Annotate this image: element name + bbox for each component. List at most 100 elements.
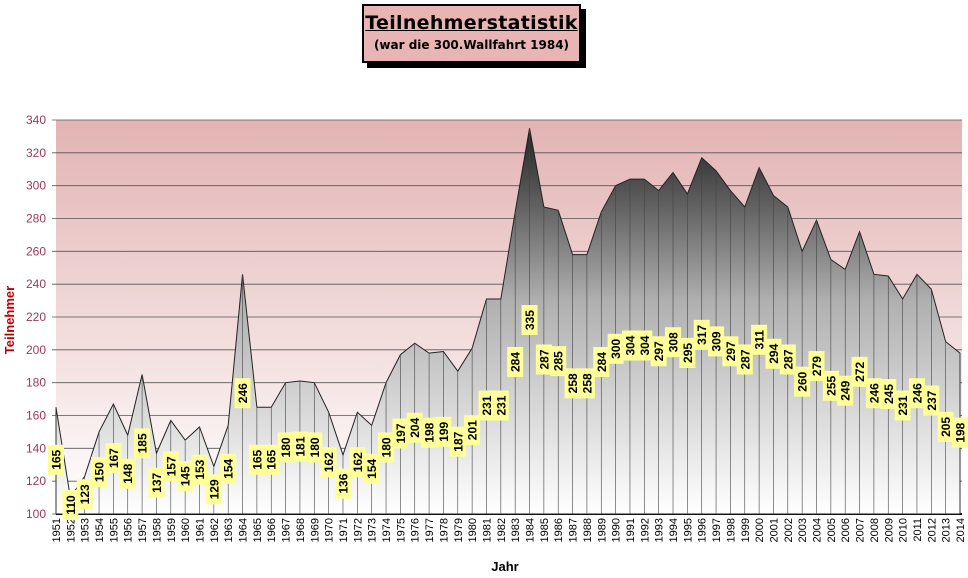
data-label-text: 198 xyxy=(954,422,968,442)
data-label-background xyxy=(119,458,136,489)
data-label-text: 246 xyxy=(910,383,924,403)
data-label: 204 xyxy=(406,412,423,443)
data-label-text: 181 xyxy=(293,436,307,456)
data-label-background xyxy=(880,379,897,410)
x-tick-label: 1960 xyxy=(180,518,192,542)
data-label: 304 xyxy=(621,330,638,361)
data-label-text: 246 xyxy=(236,383,250,403)
data-label-text: 197 xyxy=(394,423,408,443)
x-tick-label: 1962 xyxy=(209,518,221,542)
data-label-background xyxy=(578,368,595,399)
x-tick-label: 2006 xyxy=(840,518,852,542)
data-label: 201 xyxy=(464,415,481,446)
data-label-text: 145 xyxy=(179,466,193,486)
x-tick-label: 1970 xyxy=(324,518,336,542)
data-label-background xyxy=(76,479,93,510)
x-tick-label: 2010 xyxy=(898,518,910,542)
x-tick-label: 1957 xyxy=(137,518,149,542)
data-label-text: 154 xyxy=(365,458,379,478)
x-tick-label: 1968 xyxy=(295,518,307,542)
x-tick-label: 1988 xyxy=(582,518,594,542)
x-tick-label: 1990 xyxy=(611,518,623,542)
data-label-text: 180 xyxy=(279,437,293,457)
data-label-background xyxy=(435,416,452,447)
x-tick-label: 1977 xyxy=(424,518,436,542)
data-label: 245 xyxy=(880,379,897,410)
data-label: 258 xyxy=(564,368,581,399)
data-label-text: 165 xyxy=(250,449,264,469)
x-tick-label: 1999 xyxy=(740,518,752,542)
data-label: 260 xyxy=(794,366,811,397)
y-tick-label: 340 xyxy=(26,113,46,127)
data-label: 258 xyxy=(578,368,595,399)
data-label-text: 308 xyxy=(667,332,681,352)
x-tick-label: 2000 xyxy=(754,518,766,542)
data-label-background xyxy=(464,415,481,446)
data-label-background xyxy=(593,346,610,377)
x-tick-label: 2008 xyxy=(869,518,881,542)
x-tick-label: 1953 xyxy=(80,518,92,542)
y-axis-title: Teilnehmer xyxy=(2,286,17,354)
data-label-text: 185 xyxy=(136,433,150,453)
data-label-text: 123 xyxy=(78,484,92,504)
x-tick-label: 1994 xyxy=(668,518,680,542)
data-label: 153 xyxy=(191,454,208,485)
data-label-text: 201 xyxy=(466,420,480,440)
data-label: 145 xyxy=(177,461,194,492)
data-label-text: 205 xyxy=(939,417,953,437)
y-tick-label: 260 xyxy=(26,244,46,258)
data-label-text: 311 xyxy=(753,330,767,350)
data-label-text: 157 xyxy=(164,456,178,476)
data-label: 231 xyxy=(492,390,509,421)
data-label-text: 137 xyxy=(150,472,164,492)
x-tick-label: 1952 xyxy=(65,518,77,542)
data-label: 154 xyxy=(363,453,380,484)
data-label-text: 297 xyxy=(724,341,738,361)
data-label-background xyxy=(363,453,380,484)
x-tick-label: 1993 xyxy=(654,518,666,542)
data-label: 162 xyxy=(320,447,337,478)
y-tick-label: 100 xyxy=(26,507,46,521)
x-tick-label: 1981 xyxy=(481,518,493,542)
data-label-text: 165 xyxy=(50,449,64,469)
y-tick-label: 220 xyxy=(26,310,46,324)
data-label-text: 300 xyxy=(609,338,623,358)
data-label: 180 xyxy=(277,432,294,463)
data-label-background xyxy=(421,417,438,448)
data-label: 237 xyxy=(923,385,940,416)
x-tick-label: 2007 xyxy=(855,518,867,542)
data-label-background xyxy=(277,432,294,463)
data-label: 167 xyxy=(105,443,122,474)
data-label-background xyxy=(406,412,423,443)
data-label: 279 xyxy=(808,351,825,382)
data-label-background xyxy=(478,390,495,421)
data-label-text: 198 xyxy=(423,422,437,442)
data-label: 335 xyxy=(521,305,538,336)
x-tick-label: 1992 xyxy=(639,518,651,542)
data-label: 294 xyxy=(765,338,782,369)
x-tick-label: 2009 xyxy=(883,518,895,542)
y-tick-label: 140 xyxy=(26,441,46,455)
x-tick-label: 1989 xyxy=(596,518,608,542)
data-label-text: 272 xyxy=(853,362,867,382)
data-label-background xyxy=(564,368,581,399)
x-axis-title: Jahr xyxy=(491,559,518,574)
data-label-text: 154 xyxy=(222,458,236,478)
data-label: 205 xyxy=(937,411,954,442)
data-label-background xyxy=(320,447,337,478)
data-label-background xyxy=(636,330,653,361)
data-label-text: 285 xyxy=(552,351,566,371)
y-tick-label: 160 xyxy=(26,409,46,423)
data-label-background xyxy=(693,319,710,350)
data-label-text: 258 xyxy=(580,373,594,393)
y-tick-label: 180 xyxy=(26,376,46,390)
data-label-text: 258 xyxy=(566,373,580,393)
data-label-background xyxy=(894,390,911,421)
data-label-background xyxy=(263,444,280,475)
x-tick-label: 2003 xyxy=(797,518,809,542)
data-label: 246 xyxy=(908,378,925,409)
data-label: 308 xyxy=(665,327,682,358)
x-tick-label: 1997 xyxy=(711,518,723,542)
x-tick-label: 2011 xyxy=(912,518,924,542)
